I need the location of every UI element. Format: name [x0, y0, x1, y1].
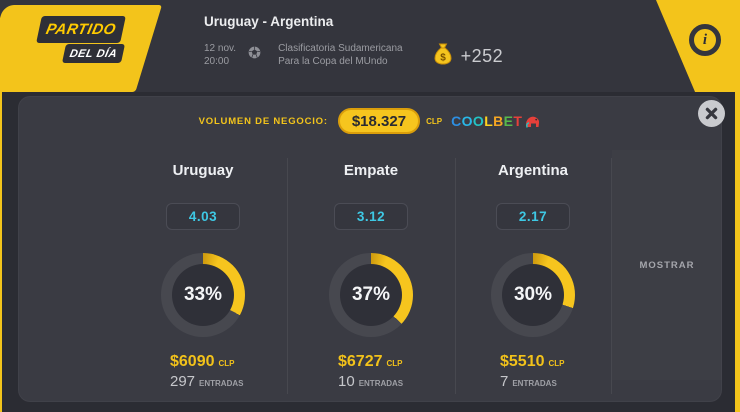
coolbet-logo-letter: E	[503, 113, 514, 129]
banner-subtitle-label: DEL DÍA	[68, 47, 119, 60]
outcome-name: Uruguay	[172, 162, 234, 179]
outcome-column-argentina: Argentina 2.17 30% $5510 CLP 7 ENTRADAS	[449, 162, 617, 392]
bet-amount: $5510	[500, 353, 545, 370]
money-bag-icon: $	[433, 43, 453, 70]
donut-hole	[172, 264, 234, 326]
bet-currency: CLP	[218, 359, 235, 368]
banner-subtitle: DEL DÍA	[61, 44, 126, 63]
info-icon[interactable]: i	[689, 24, 721, 56]
match-title: Uruguay - Argentina	[204, 14, 334, 29]
betting-volume-panel	[18, 96, 722, 402]
volume-currency: CLP	[426, 116, 443, 126]
boost-odds-value: +252	[460, 46, 504, 66]
coolbet-logo-letter: B	[493, 113, 504, 129]
entries-label: ENTRADAS	[358, 379, 404, 388]
coolbet-logo-letter: O	[461, 113, 473, 129]
share-donut-empate: 37%	[329, 253, 413, 337]
coolbet-logo-letter: L	[484, 113, 494, 129]
coolbet-logo-letter: C	[451, 113, 462, 129]
entries-label: ENTRADAS	[512, 379, 557, 388]
match-meta: 12 nov. 20:00 Clasificatoria Sudamerican…	[204, 42, 503, 70]
bet-stats: $6090 CLP 297 ENTRADAS	[170, 353, 274, 392]
coolbet-mammoth-icon	[524, 114, 541, 128]
soccer-ball-icon	[248, 46, 261, 64]
bet-amount: $6090	[170, 353, 215, 370]
match-datetime: 12 nov. 20:00	[204, 42, 236, 68]
share-donut-argentina: 30%	[491, 253, 575, 337]
coolbet-logo-letter: T	[513, 113, 523, 129]
share-percent: 37%	[351, 284, 391, 305]
show-button[interactable]: MOSTRAR	[612, 150, 722, 380]
column-divider	[287, 158, 288, 394]
outcome-column-uruguay: Uruguay 4.03 33% $6090 CLP 297 ENTRADAS	[119, 162, 287, 392]
share-donut-uruguay: 33%	[161, 253, 245, 337]
volume-label: VOLUMEN DE NEGOCIO:	[198, 115, 328, 127]
match-date: 12 nov.	[204, 43, 237, 54]
banner-title: PARTIDO	[36, 16, 126, 43]
column-divider	[611, 158, 612, 394]
entries-count: 10	[338, 373, 355, 390]
coolbet-logo-letter: O	[472, 113, 485, 129]
competition-line1: Clasificatoria Sudamericana	[278, 43, 403, 54]
bet-stats: $6727 CLP 10 ENTRADAS	[338, 353, 442, 392]
banner-title-label: PARTIDO	[44, 21, 118, 38]
share-percent: 30%	[513, 284, 553, 305]
bet-currency: CLP	[548, 359, 565, 368]
svg-text:$: $	[440, 53, 446, 64]
bet-stats: $5510 CLP 7 ENTRADAS	[500, 353, 604, 392]
donut-hole	[340, 264, 402, 326]
yellow-frame-right	[735, 0, 740, 412]
column-divider	[455, 158, 456, 394]
outcome-column-empate: Empate 3.12 37% $6727 CLP 10 ENTRADAS	[287, 162, 455, 392]
odds-button-argentina[interactable]: 2.17	[496, 203, 570, 230]
bet-currency: CLP	[386, 359, 403, 368]
entries-count: 7	[500, 373, 509, 390]
entries-count: 297	[170, 373, 196, 390]
outcome-name: Argentina	[497, 162, 568, 179]
bet-amount: $6727	[338, 353, 383, 370]
outcome-name: Empate	[343, 162, 399, 179]
donut-hole	[502, 264, 564, 326]
yellow-frame-left	[0, 92, 2, 412]
odds-button-uruguay[interactable]: 4.03	[166, 203, 240, 230]
close-icon[interactable]	[698, 100, 725, 127]
header: PARTIDO DEL DÍA Uruguay - Argentina 12 n…	[0, 0, 740, 92]
competition-line2: Para la Copa del MUndo	[278, 56, 388, 67]
competition-name: Clasificatoria Sudamericana Para la Copa…	[278, 42, 403, 68]
share-percent: 33%	[183, 284, 223, 305]
entries-label: ENTRADAS	[199, 379, 244, 388]
match-time: 20:00	[204, 56, 230, 67]
odds-button-empate[interactable]: 3.12	[334, 203, 408, 230]
volume-amount-badge: $18.327	[337, 108, 421, 134]
